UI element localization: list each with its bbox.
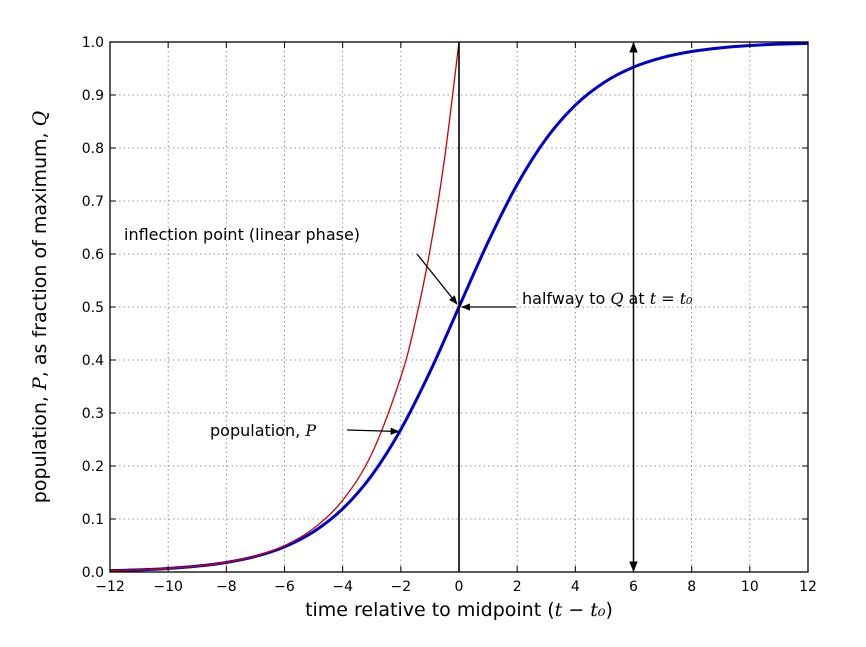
axis-ticks: −12 −10 −8 −6 −4 −2 0 2 4 6 8 10 12 0.0 0.1 0.2 0.3 0.4 0.… (82, 35, 817, 595)
grid (110, 42, 808, 572)
plot-frame (109, 41, 809, 573)
annotation-halfway: halfway to Q at t = t₀ (522, 289, 693, 308)
x-tick-label: 4 (571, 579, 580, 595)
x-tick-label: −6 (274, 579, 295, 595)
y-tick-label: 0.8 (82, 141, 104, 157)
y-tick-label: 0.9 (82, 88, 104, 104)
y-axis-label: population, P, as fraction of maximum, Q (29, 111, 51, 503)
annotation-inflection-point: inflection point (linear phase) (124, 225, 360, 244)
population-arrow (346, 427, 400, 435)
y-tick-label: 0.6 (82, 247, 104, 263)
y-tick-label: 0.3 (82, 406, 104, 422)
y-tick-label: 0.5 (82, 300, 104, 316)
y-tick-label: 1.0 (82, 35, 104, 51)
y-tick-label: 0.1 (82, 512, 104, 528)
y-tick-label: 0.7 (82, 194, 104, 210)
x-tick-label: 8 (687, 579, 696, 595)
x-tick-label: 2 (513, 579, 522, 595)
x-tick-label: −2 (391, 579, 412, 595)
x-tick-label: −10 (153, 579, 183, 595)
x-tick-label: 0 (455, 579, 464, 595)
x-tick-label: −8 (216, 579, 237, 595)
x-axis-label: time relative to midpoint (t − t₀) (305, 599, 613, 621)
x-tick-label: −12 (95, 579, 125, 595)
x-tick-label: 6 (629, 579, 638, 595)
x-tick-label: −4 (332, 579, 353, 595)
x-tick-label: 12 (799, 579, 817, 595)
x-tick-label: 10 (741, 579, 759, 595)
annotation-population: population, P (210, 421, 316, 440)
y-tick-label: 0.4 (82, 353, 104, 369)
inflection-arrow (416, 253, 458, 305)
y-tick-label: 0.2 (82, 459, 104, 475)
y-tick-label: 0.0 (82, 565, 104, 581)
exponential-curve (110, 42, 460, 572)
